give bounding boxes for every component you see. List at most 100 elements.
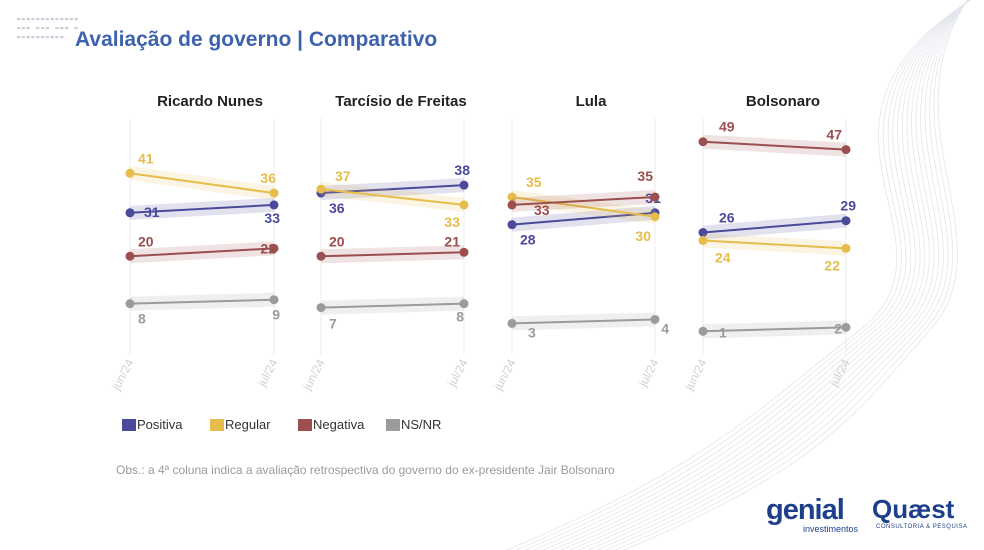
data-label-positiva: 26 <box>719 210 735 226</box>
data-label-ns-nr: 3 <box>528 324 536 340</box>
data-point-regular <box>841 243 851 253</box>
panel-title-lula: Lula <box>576 93 607 110</box>
data-point-regular <box>650 212 660 222</box>
data-point-regular <box>698 235 708 245</box>
data-point-regular <box>269 188 279 198</box>
legend-swatch-regular <box>210 418 224 431</box>
data-label-negativa: 22 <box>260 240 276 256</box>
data-point-negativa <box>459 247 469 257</box>
legend-label-negativa: Negativa <box>313 417 365 432</box>
data-label-positiva: 31 <box>144 204 160 220</box>
logo-dot <box>50 36 54 39</box>
x-tick-label: jul/24 <box>635 357 661 390</box>
data-label-negativa: 21 <box>444 233 460 249</box>
logo-dot <box>74 18 78 21</box>
chart-legend: Positiva Regular Negativa NS/NR <box>122 417 474 432</box>
genial-logo: genial investimentos <box>766 496 862 536</box>
data-label-negativa: 49 <box>719 119 735 135</box>
data-point-negativa <box>698 137 708 147</box>
data-label-regular: 30 <box>635 228 651 244</box>
data-label-regular: 33 <box>444 214 460 230</box>
quaest-logo-text: Quæst <box>872 494 955 524</box>
quaest-logo-subtext: CONSULTORIA & PESQUISA <box>876 524 968 530</box>
data-label-positiva: 33 <box>264 210 280 226</box>
data-label-ns-nr: 1 <box>719 324 727 340</box>
logo-dot <box>55 18 59 21</box>
legend-label-positiva: Positiva <box>137 417 183 432</box>
data-point-positiva <box>507 220 517 230</box>
series-line-negativa <box>702 140 847 151</box>
legend-swatch-negativa <box>298 418 312 431</box>
data-point-regular <box>316 184 326 194</box>
data-label-negativa: 47 <box>826 127 842 143</box>
logo-dot <box>55 36 59 39</box>
series-line-ns-nr <box>511 318 656 325</box>
panel-title-tarcisio-de-freitas: Tarcísio de Freitas <box>335 93 466 110</box>
data-label-regular: 37 <box>335 168 351 184</box>
logo-dot <box>45 36 49 39</box>
x-tick-label: jul/24 <box>254 357 280 390</box>
data-label-ns-nr: 8 <box>138 311 146 327</box>
logo-dot <box>17 18 21 21</box>
data-label-regular: 41 <box>138 150 154 166</box>
logo-dot <box>50 18 54 21</box>
logo-dot <box>36 18 40 21</box>
data-point-positiva <box>841 216 851 226</box>
data-point-ns-nr <box>316 303 326 313</box>
data-label-negativa: 20 <box>138 233 154 249</box>
data-point-negativa <box>841 145 851 155</box>
page-title: Avaliação de governo | Comparativo <box>75 28 438 51</box>
wave-line <box>604 0 969 550</box>
panel-ricardo-nunes: Ricardo Nunes jun/24 jul/24 31 33 41 36 20 22 8 9 <box>108 93 280 393</box>
data-point-ns-nr <box>698 326 708 336</box>
panel-bolsonaro: Bolsonaro jun/24 jul/24 26 29 24 22 49 47 1 2 <box>681 93 856 393</box>
wave-line <box>550 0 971 550</box>
wave-line <box>505 0 972 550</box>
data-point-ns-nr <box>841 322 851 332</box>
wave-line <box>541 0 971 550</box>
series-line-ns-nr <box>702 326 847 333</box>
wave-line <box>568 0 970 550</box>
logo-dot <box>69 18 73 21</box>
logo-dot <box>65 27 69 30</box>
genial-logo-subtext: investimentos <box>802 524 858 534</box>
logo-dot <box>60 27 64 30</box>
logo-dot <box>31 18 35 21</box>
logo-dot <box>41 36 45 39</box>
wave-line <box>559 0 970 550</box>
panel-title-bolsonaro: Bolsonaro <box>746 93 820 110</box>
logo-dot <box>21 27 25 30</box>
series-line-ns-nr <box>129 298 275 305</box>
logo-dot <box>65 18 69 21</box>
data-label-regular: 24 <box>715 249 731 265</box>
logo-dot <box>41 27 45 30</box>
data-point-regular <box>507 192 517 202</box>
data-label-negativa: 35 <box>637 168 653 184</box>
x-tick-label: jun/24 <box>299 357 327 394</box>
logo-dot <box>17 27 21 30</box>
data-point-negativa <box>650 192 660 202</box>
x-tick-label: jul/24 <box>444 357 470 390</box>
data-point-negativa <box>125 251 135 261</box>
data-point-regular <box>125 168 135 178</box>
data-label-positiva: 28 <box>520 232 536 248</box>
data-point-regular <box>459 200 469 210</box>
data-point-positiva <box>269 200 279 210</box>
footnote: Obs.: a 4ª coluna indica a avaliação ret… <box>116 463 615 477</box>
legend-label-nsnr: NS/NR <box>401 417 442 432</box>
wave-line <box>586 0 970 550</box>
data-point-negativa <box>269 243 279 253</box>
legend-item-nsnr: NS/NR <box>386 417 474 432</box>
logo-dot <box>26 18 30 21</box>
data-label-ns-nr: 2 <box>834 320 842 336</box>
series-line-positiva <box>129 203 275 214</box>
wave-line <box>613 0 969 550</box>
logo-dot <box>41 18 45 21</box>
logo-dot <box>21 36 25 39</box>
logo-dot <box>36 27 40 30</box>
logo-dot <box>45 18 49 21</box>
data-point-ns-nr <box>650 314 660 324</box>
data-label-positiva: 29 <box>840 198 856 214</box>
